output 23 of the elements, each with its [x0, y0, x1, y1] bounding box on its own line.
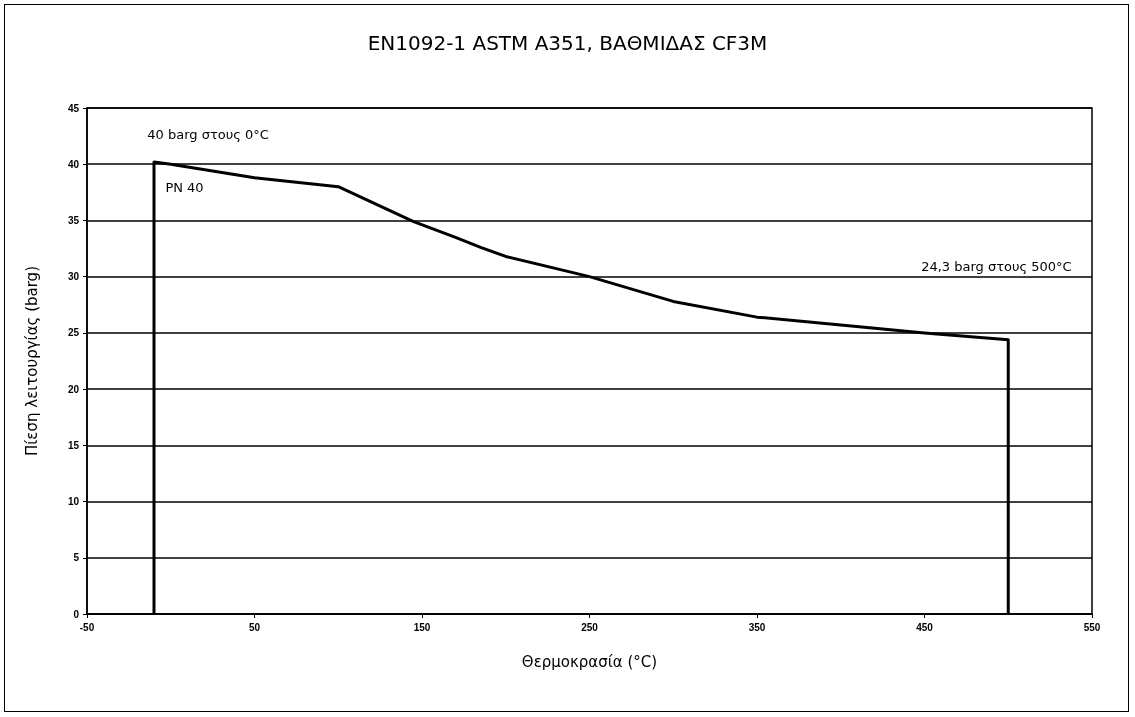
x-tick-label: 450: [916, 621, 934, 633]
annotation: 24,3 barg στους 500°C: [921, 258, 1072, 274]
y-tick-label: 45: [67, 102, 80, 114]
chart-title: EN1092-1 ASTM A351, ΒΑΘΜΙΔΑΣ CF3M: [367, 31, 768, 55]
x-tick-label: 350: [748, 621, 766, 633]
y-tick-label: 5: [73, 552, 80, 564]
x-axis-title: Θερμοκρασία (°C): [521, 652, 658, 671]
x-tick-label: 550: [1083, 621, 1101, 633]
y-tick-label: 25: [67, 327, 80, 339]
x-tick-label: 250: [581, 621, 599, 633]
y-tick-label: 0: [73, 608, 80, 620]
x-tick-label: 150: [413, 621, 431, 633]
y-tick-label: 10: [67, 496, 80, 508]
y-axis-title: Πίεση λειτουργίας (barg): [22, 266, 41, 456]
annotation: 40 barg στους 0°C: [147, 127, 269, 143]
x-tick-label: -50: [79, 621, 95, 633]
y-tick-label: 20: [67, 383, 80, 395]
annotation: PN 40: [165, 180, 204, 196]
y-tick-label: 15: [67, 439, 80, 451]
y-tick-label: 30: [67, 271, 80, 283]
x-tick-label: 50: [248, 621, 261, 633]
y-tick-label: 40: [67, 158, 80, 170]
y-tick-label: 35: [67, 214, 80, 226]
